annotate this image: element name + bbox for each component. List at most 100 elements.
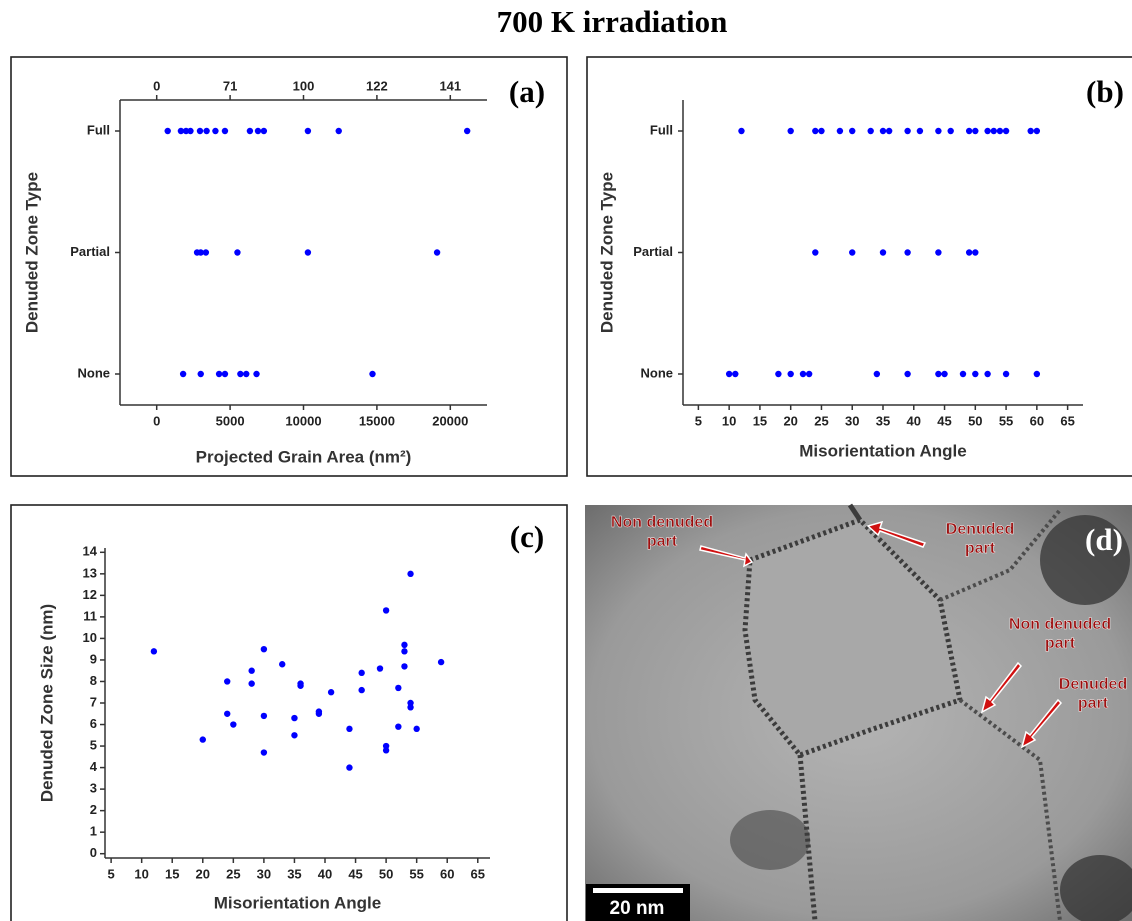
point xyxy=(221,370,229,378)
point xyxy=(179,370,187,378)
point xyxy=(879,127,887,135)
y-tick-label: 0 xyxy=(90,845,97,860)
point xyxy=(990,127,997,135)
point xyxy=(230,721,237,728)
point xyxy=(725,370,733,378)
point xyxy=(358,686,365,694)
y-tick-label: 13 xyxy=(83,565,97,580)
y-tick-label: 2 xyxy=(90,802,97,817)
point xyxy=(215,370,223,378)
annotation: part xyxy=(1045,635,1076,652)
y-tick-label: Partial xyxy=(633,244,673,259)
arrow xyxy=(699,545,754,568)
point xyxy=(996,127,1004,135)
x-tick-label: 65 xyxy=(1060,413,1074,428)
top-tick-label: 71 xyxy=(223,78,237,93)
point xyxy=(812,127,819,135)
point xyxy=(297,682,304,689)
y-tick-label: 1 xyxy=(90,824,97,839)
x-tick-label: 5000 xyxy=(216,413,245,428)
point xyxy=(401,648,408,655)
point xyxy=(972,249,979,256)
point xyxy=(279,661,286,668)
point xyxy=(203,127,210,135)
point xyxy=(346,764,353,771)
point xyxy=(959,370,967,378)
point xyxy=(885,127,893,135)
x-tick-label: 30 xyxy=(845,413,859,428)
panel-label: (b) xyxy=(1086,74,1124,109)
arrow xyxy=(866,520,927,548)
point xyxy=(254,127,262,135)
point xyxy=(212,127,219,135)
panel-frame xyxy=(586,56,1132,477)
y-tick-label: 7 xyxy=(90,694,97,709)
point xyxy=(382,607,390,614)
point xyxy=(224,710,231,717)
point xyxy=(849,249,856,256)
y-tick-label: 8 xyxy=(90,673,97,688)
y-tick-label: 14 xyxy=(83,544,98,559)
grain-boundary xyxy=(742,517,963,758)
point xyxy=(738,127,745,135)
annotation: part xyxy=(647,533,678,550)
point xyxy=(234,249,241,256)
annotation: Denuded xyxy=(1059,676,1127,693)
point xyxy=(260,645,268,653)
point xyxy=(775,370,782,378)
point xyxy=(248,680,255,687)
x-tick-label: 0 xyxy=(153,413,160,428)
point xyxy=(187,127,194,135)
point xyxy=(395,723,402,730)
y-tick-label: None xyxy=(641,365,674,380)
annotation: Denuded xyxy=(946,521,1014,538)
point xyxy=(304,127,312,135)
y-tick-label: 6 xyxy=(90,716,97,731)
x-tick-label: 60 xyxy=(440,866,454,881)
point xyxy=(335,127,342,135)
point xyxy=(984,370,991,378)
x-tick-label: 5 xyxy=(107,866,114,881)
point xyxy=(358,669,365,677)
x-tick-label: 40 xyxy=(907,413,921,428)
x-tick-label: 10000 xyxy=(285,413,321,428)
x-tick-label: 60 xyxy=(1030,413,1044,428)
dark-region xyxy=(730,810,810,870)
panel-label: (d) xyxy=(1085,522,1123,557)
point xyxy=(1002,370,1010,378)
point xyxy=(253,370,260,378)
y-tick-label: Partial xyxy=(70,244,110,259)
point xyxy=(376,665,384,672)
point xyxy=(947,127,954,135)
point xyxy=(984,127,991,135)
x-tick-label: 10 xyxy=(722,413,736,428)
point xyxy=(463,127,471,135)
point xyxy=(164,127,171,135)
top-tick-label: 0 xyxy=(153,78,160,93)
point xyxy=(818,127,825,135)
panel-frame xyxy=(10,504,568,921)
y-axis-label: Denuded Zone Size (nm) xyxy=(37,604,56,802)
point xyxy=(799,370,807,378)
point xyxy=(260,749,268,756)
annotation: part xyxy=(1078,695,1109,712)
x-tick-label: 25 xyxy=(814,413,828,428)
point xyxy=(1027,127,1034,135)
x-axis-label: Misorientation Angle xyxy=(799,441,967,460)
point xyxy=(150,648,158,655)
point xyxy=(972,370,979,378)
point xyxy=(246,127,254,135)
x-tick-label: 20000 xyxy=(432,413,468,428)
point xyxy=(904,249,911,256)
x-tick-label: 45 xyxy=(348,866,362,881)
x-tick-label: 55 xyxy=(409,866,423,881)
point xyxy=(346,725,353,733)
x-tick-label: 25 xyxy=(226,866,240,881)
y-tick-label: 12 xyxy=(83,587,97,602)
point xyxy=(904,370,911,378)
point xyxy=(401,641,408,649)
y-tick-label: Full xyxy=(650,122,673,137)
point xyxy=(873,370,881,378)
point xyxy=(879,249,887,256)
point xyxy=(935,127,942,135)
